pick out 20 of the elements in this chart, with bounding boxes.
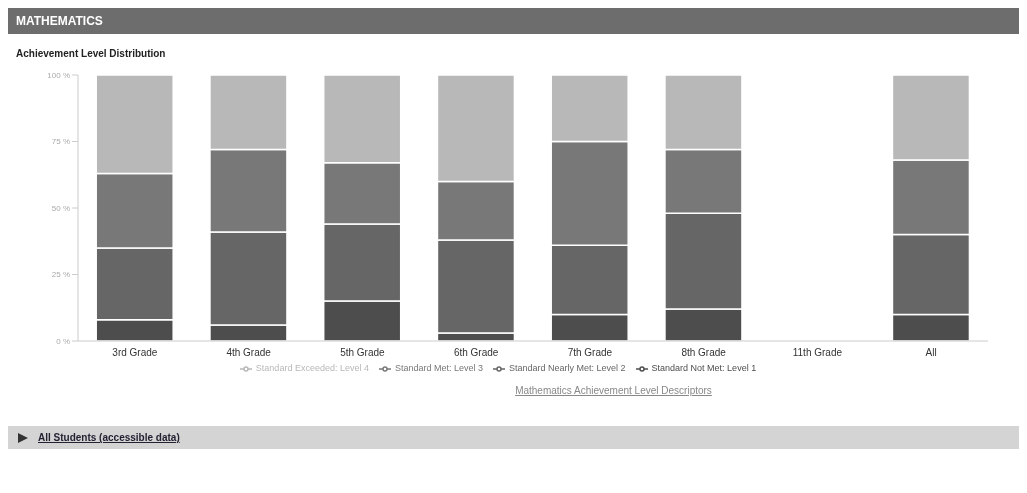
legend-label: Standard Nearly Met: Level 2: [509, 363, 626, 374]
y-tick-label: 75 %: [51, 137, 70, 147]
x-tick-label: 6th Grade: [453, 347, 499, 359]
legend-label: Standard Exceeded: Level 4: [255, 363, 369, 374]
x-tick-label: 3rd Grade: [112, 347, 158, 359]
legend-label: Standard Met: Level 3: [394, 363, 484, 374]
y-tick-label: 50 %: [51, 203, 70, 213]
x-tick-label: 8th Grade: [681, 347, 727, 359]
x-tick-label: 7th Grade: [567, 347, 613, 359]
text: All Students (accessible data): [38, 432, 180, 443]
x-tick-label: 4th Grade: [226, 347, 272, 359]
chart-subtitle: Achievement Level Distribution: [16, 48, 167, 59]
x-tick-label: 5th Grade: [340, 347, 386, 359]
text: Mathematics Achievement Level Descriptors: [514, 385, 713, 396]
y-tick-label: 25 %: [51, 270, 70, 280]
legend-label: Standard Not Met: Level 1: [651, 363, 757, 374]
x-tick-label: 11th Grade: [792, 347, 843, 359]
chart-title: MATHEMATICS: [8, 8, 1019, 34]
x-tick-label: All: [925, 347, 937, 359]
y-tick-label: 100 %: [47, 70, 70, 80]
